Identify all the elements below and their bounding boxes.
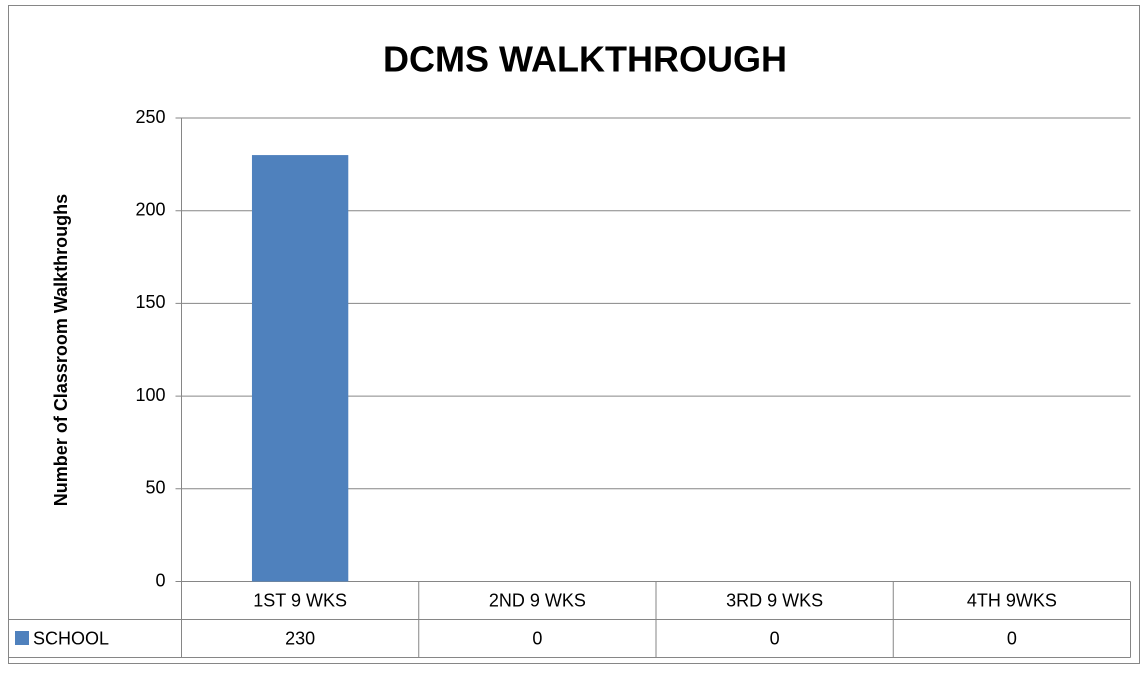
bar bbox=[251, 155, 349, 582]
y-tick-label: 200 bbox=[135, 199, 165, 219]
y-axis-label: Number of Classroom Walkthroughs bbox=[51, 194, 71, 506]
y-tick-label: 150 bbox=[135, 292, 165, 312]
table-value: 0 bbox=[532, 628, 542, 648]
y-tick-label: 250 bbox=[135, 107, 165, 127]
x-tick-label: 3RD 9 WKS bbox=[726, 590, 823, 610]
y-tick-label: 100 bbox=[135, 385, 165, 405]
x-tick-label: 2ND 9 WKS bbox=[489, 590, 586, 610]
x-tick-label: 4TH 9WKS bbox=[967, 590, 1057, 610]
chart-border bbox=[8, 5, 1140, 664]
table-value: 230 bbox=[285, 628, 315, 648]
x-tick-label: 1ST 9 WKS bbox=[253, 590, 347, 610]
legend-label: SCHOOL bbox=[33, 628, 109, 648]
chart-title: DCMS WALKTHROUGH bbox=[383, 39, 787, 80]
legend-swatch bbox=[15, 631, 29, 645]
table-value: 0 bbox=[1007, 628, 1017, 648]
table-value: 0 bbox=[770, 628, 780, 648]
y-tick-label: 50 bbox=[145, 478, 165, 498]
y-tick-label: 0 bbox=[155, 570, 165, 590]
